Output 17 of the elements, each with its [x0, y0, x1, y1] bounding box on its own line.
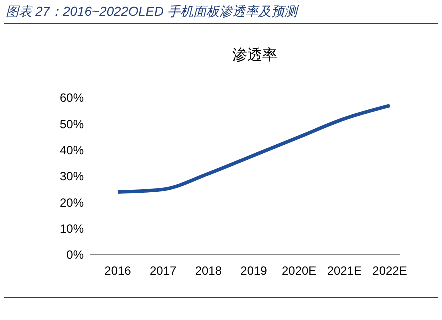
x-tick-label: 2019: [240, 264, 268, 278]
x-tick-label: 2022E: [372, 264, 408, 278]
y-tick-label: 40%: [60, 144, 84, 158]
y-tick-label: 20%: [60, 196, 84, 210]
chart-title: 图表 27：2016~2022OLED 手机面板渗透率及预测: [6, 4, 300, 19]
x-tick-label: 2017: [150, 264, 178, 278]
y-tick-label: 30%: [60, 170, 84, 184]
x-tick-label: 2018: [195, 264, 222, 278]
y-tick-label: 60%: [60, 91, 84, 106]
y-tick-label: 50%: [60, 117, 84, 132]
y-tick-label: 10%: [60, 222, 84, 236]
chart-subtitle: 渗透率: [232, 47, 278, 64]
x-tick-label: 2020E: [282, 264, 317, 278]
x-tick-label: 2021E: [327, 264, 362, 278]
line-series: [116, 104, 392, 194]
y-tick-label: 0%: [66, 248, 84, 262]
x-tick-label: 2016: [104, 264, 132, 278]
